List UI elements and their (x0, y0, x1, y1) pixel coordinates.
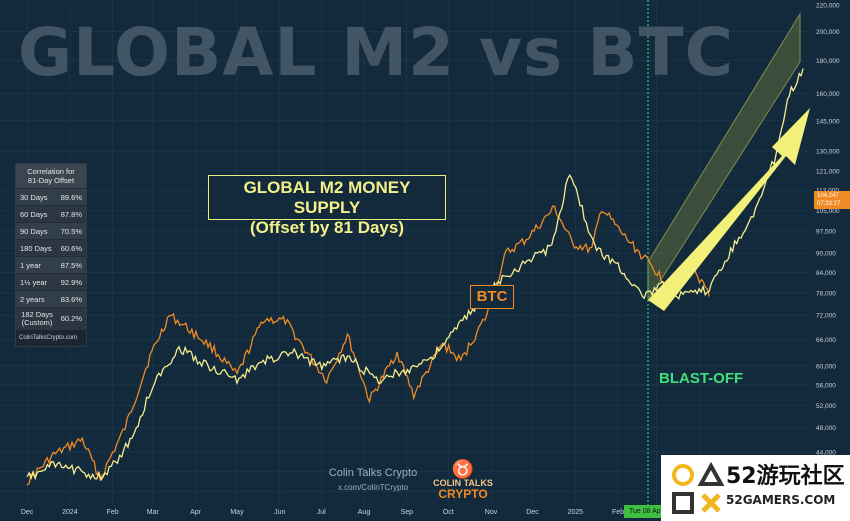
x-tick-label: May (230, 509, 244, 516)
correlation-period: 1½ year (20, 277, 48, 287)
x-tick-label: Jul (317, 509, 326, 516)
correlation-period: 2 years (20, 294, 45, 304)
credit-name: Colin Talks Crypto (328, 467, 418, 479)
correlation-period: 60 Days (20, 209, 48, 219)
watermark-panel (661, 455, 850, 521)
x-tick-label: Mar (147, 509, 160, 516)
x-tick-label: Feb (612, 509, 624, 516)
x-tick-label: Feb (107, 509, 119, 516)
correlation-footer: ColinTalksCrypto.com (16, 330, 86, 346)
credit-block: Colin Talks Crypto x.com/ColinTCrypto (318, 467, 428, 492)
blastoff-label: BLAST-OFF (659, 370, 744, 387)
y-tick-label: 90,000 (816, 251, 836, 258)
watermark-sub: 52GAMERS.COM (726, 493, 836, 507)
y-tick-label: 48,000 (816, 425, 836, 432)
uptrend-channel (647, 12, 801, 302)
y-tick-label: 180,000 (816, 58, 840, 65)
correlation-row: 90 Days 70.5% (16, 222, 86, 239)
x-tick-label: Apr (190, 509, 202, 516)
y-tick-label: 113,000 (816, 187, 839, 194)
y-tick-label: 220,000 (816, 3, 840, 10)
watermark-text: 52游玩社区 52GAMERS.COM (726, 458, 845, 507)
correlation-period: 182 Days (Custom) (21, 310, 53, 327)
correlation-row: 1 year 87.5% (16, 256, 86, 273)
x-tick-label: 2025 (567, 509, 583, 516)
correlation-value: 92.9% (60, 277, 82, 287)
x-tick-label: Aug (358, 509, 371, 516)
correlation-row: 182 Days (Custom) 60.2% (16, 307, 86, 330)
x-tick-label: 2024 (62, 509, 78, 516)
bull-icon: ♉ (451, 459, 475, 479)
correlation-row: 60 Days 87.8% (16, 205, 86, 222)
x-tick-label: Oct (443, 509, 454, 516)
correlation-period: 30 Days (20, 192, 48, 202)
x-axis: Dec 2024 Feb Mar Apr May Jun Jul Aug Sep Oct Nov Dec… (21, 509, 706, 516)
x-tick-label: Sep (401, 509, 414, 516)
m2-annotation-line2: (Offset by 81 Days) (250, 218, 404, 237)
y-tick-label: 78,000 (816, 290, 836, 297)
bull-logo: ♉ COLIN TALKS CRYPTO (433, 460, 493, 500)
logo-line1: COLIN TALKS (433, 478, 493, 488)
correlation-rows: 30 Days 89.6% 60 Days 87.8% 90 Days 70.5% 180 … (16, 188, 86, 330)
credit-handle: x.com/ColinTCrypto (337, 483, 409, 492)
blastoff-arrow (648, 108, 810, 311)
current-date-tag: Tue 08 Apr (624, 505, 668, 518)
correlation-value: 87.8% (60, 209, 82, 219)
current-price-tag: 104,247 07:33:27 (814, 191, 850, 209)
y-axis: 38,20041,00044,00048,00052,00056,00060,0… (816, 3, 840, 496)
y-tick-label: 52,000 (816, 403, 836, 410)
y-tick-label: 72,000 (816, 313, 836, 320)
correlation-value: 83.6% (60, 294, 82, 304)
logo-line2: CRYPTO (438, 487, 488, 501)
price-tag-time: 07:33:27 (817, 201, 841, 207)
y-tick-label: 56,000 (816, 382, 836, 389)
y-tick-label: 44,000 (816, 449, 836, 456)
x-tick-label: Dec (21, 509, 34, 516)
btc-series-line (26, 205, 710, 486)
btc-annotation-box: BTC (470, 285, 514, 309)
correlation-value: 60.2% (60, 314, 82, 323)
y-tick-label: 66,000 (816, 337, 836, 344)
m2-annotation-box: GLOBAL M2 MONEY SUPPLY (Offset by 81 Day… (208, 175, 446, 237)
x-tick-label: Dec (526, 509, 539, 516)
y-tick-label: 97,500 (816, 228, 836, 235)
correlation-header-line2: 81-Day Offset (27, 176, 75, 185)
y-tick-label: 130,000 (816, 149, 840, 156)
chart-title: GLOBAL M2 vs BTC (18, 14, 735, 91)
y-tick-label: 200,000 (816, 29, 840, 36)
correlation-period: 180 Days (20, 243, 52, 253)
m2-annotation-line1: GLOBAL M2 MONEY SUPPLY (243, 178, 411, 217)
correlation-row: 1½ year 92.9% (16, 273, 86, 290)
correlation-period: 1 year (20, 260, 41, 270)
y-tick-label: 60,000 (816, 363, 836, 370)
correlation-table: Correlation for 81-Day Offset 30 Days 89.… (15, 163, 87, 347)
y-tick-label: 121,000 (816, 168, 840, 175)
correlation-row: 180 Days 60.6% (16, 239, 86, 256)
gamepad-logo-icon (672, 461, 725, 514)
price-tag-value: 104,247 (817, 193, 839, 199)
correlation-value: 60.6% (60, 243, 82, 253)
y-tick-label: 105,000 (816, 208, 840, 215)
y-tick-label: 145,000 (816, 118, 840, 125)
correlation-row: 30 Days 89.6% (16, 188, 86, 205)
y-tick-label: 84,000 (816, 270, 836, 277)
y-tick-label: 160,000 (816, 91, 840, 98)
correlation-value: 89.6% (60, 192, 82, 202)
correlation-value: 70.5% (60, 226, 82, 236)
x-tick-label: Nov (485, 509, 498, 516)
watermark-main: 52游玩社区 (726, 464, 845, 489)
correlation-row: 2 years 83.6% (16, 290, 86, 307)
correlation-header-line1: Correlation for (27, 167, 75, 176)
correlation-value: 87.5% (60, 260, 82, 270)
correlation-period: 90 Days (20, 226, 48, 236)
x-tick-label: Jun (274, 509, 285, 516)
correlation-table-header: Correlation for 81-Day Offset (16, 164, 86, 188)
